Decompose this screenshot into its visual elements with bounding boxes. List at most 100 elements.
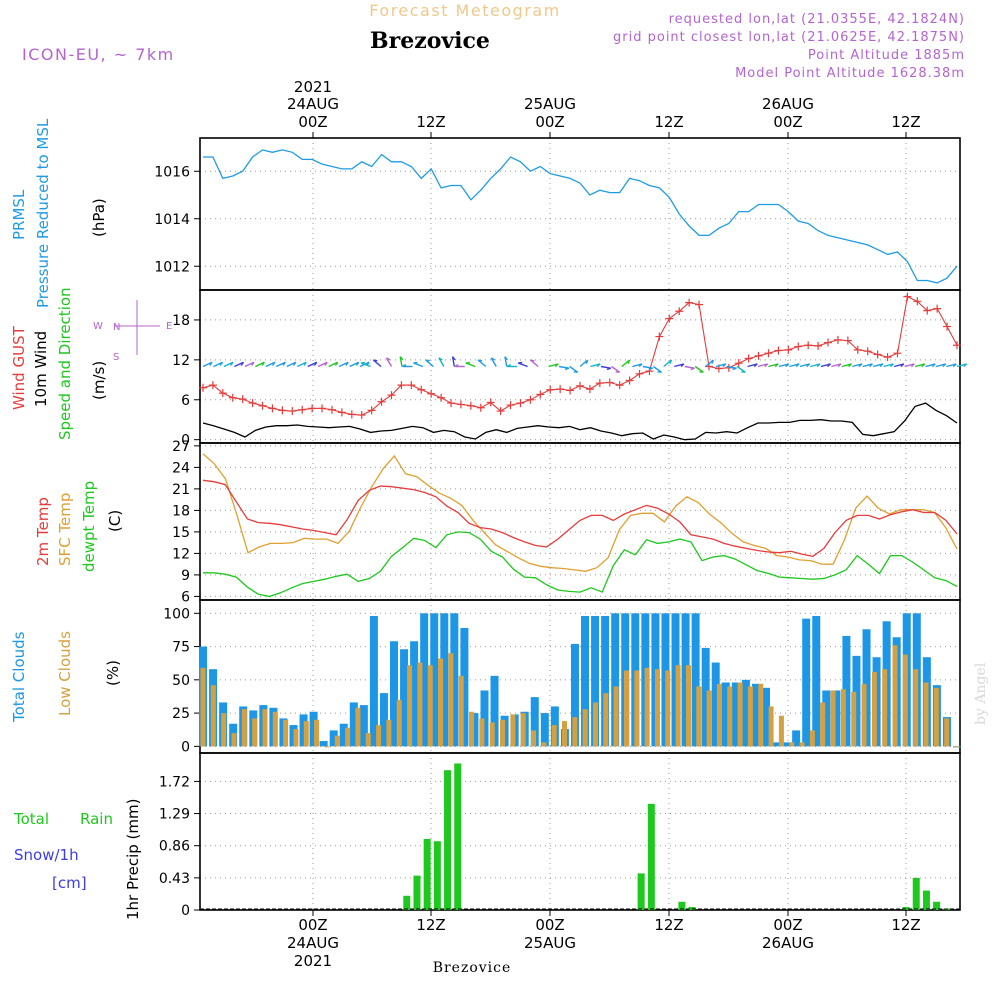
total-cloud-bar bbox=[701, 647, 710, 747]
wind-arrow bbox=[956, 363, 967, 368]
wind-arrow bbox=[600, 365, 611, 369]
wind-arrow bbox=[202, 361, 213, 368]
gust-marker bbox=[665, 314, 674, 323]
ytick-label: 0 bbox=[181, 433, 190, 449]
compass-e: E bbox=[166, 321, 172, 332]
rain-bar bbox=[444, 770, 452, 910]
low-cloud-bar bbox=[644, 667, 650, 747]
point-altitude: Point Altitude 1885m bbox=[808, 48, 965, 63]
gust-marker bbox=[754, 351, 763, 360]
ytick-label: 1016 bbox=[154, 164, 190, 180]
footer-location: Brezovice bbox=[433, 960, 512, 976]
low-cloud-bar bbox=[489, 722, 495, 747]
ytick-label: 12 bbox=[172, 546, 190, 562]
wind-arrow-head bbox=[585, 359, 589, 365]
gust-marker bbox=[556, 385, 565, 394]
wind-arrow-head bbox=[606, 367, 612, 371]
top-hour-label: 12Z bbox=[891, 113, 920, 131]
low-cloud-bar bbox=[531, 730, 537, 747]
wind-arrow bbox=[328, 361, 339, 368]
wind-arrow-head bbox=[261, 361, 265, 366]
dewpt-label: dewpt Temp bbox=[80, 481, 98, 572]
wind-speed-label: Speed and Direction bbox=[56, 287, 74, 440]
wind-arrow bbox=[399, 356, 403, 367]
total-cloud-bar bbox=[671, 613, 680, 747]
top-year-label: 2021 bbox=[294, 78, 332, 96]
wind-arrow-head bbox=[399, 356, 404, 361]
wind-arrow-head bbox=[627, 359, 631, 365]
gust-marker bbox=[744, 354, 753, 363]
wind-arrow bbox=[413, 362, 424, 368]
gust-marker bbox=[427, 389, 436, 398]
low-cloud-bar bbox=[685, 665, 691, 747]
gust-marker bbox=[685, 298, 694, 307]
wind-arrow bbox=[255, 361, 265, 368]
gust-marker bbox=[645, 367, 654, 376]
total-cloud-bar bbox=[480, 690, 489, 747]
gust-marker bbox=[298, 405, 307, 414]
top-hour-label: 00Z bbox=[535, 113, 564, 131]
wind-ylabels: Wind GUST 10m Wind Speed and Direction (… bbox=[10, 287, 172, 440]
wind-arrow-head bbox=[596, 363, 601, 368]
wind-arrow-head bbox=[477, 359, 483, 362]
total-cloud-bar bbox=[761, 687, 770, 747]
bottom-hour-label: 12Z bbox=[654, 916, 683, 934]
gust-marker bbox=[466, 401, 475, 410]
total-clouds-label: Total Clouds bbox=[10, 631, 28, 723]
low-cloud-bar bbox=[933, 687, 939, 747]
wind-arrow bbox=[477, 359, 487, 368]
total-cloud-bar bbox=[540, 713, 549, 747]
wind-arrow bbox=[694, 365, 704, 373]
gust-marker bbox=[933, 304, 942, 313]
gust-marker bbox=[437, 393, 446, 402]
wind-arrow-head bbox=[386, 357, 391, 361]
low-cloud-bar bbox=[768, 706, 774, 747]
wind-arrow-head bbox=[774, 363, 779, 368]
gust-marker bbox=[546, 385, 555, 394]
low-cloud-bar bbox=[231, 733, 237, 747]
gust-marker bbox=[873, 350, 882, 359]
gust-marker bbox=[526, 395, 535, 404]
gust-marker bbox=[199, 383, 207, 392]
wind-arrow-head bbox=[413, 361, 418, 364]
snow-unit: [cm] bbox=[52, 874, 87, 892]
low-cloud-bar bbox=[830, 690, 836, 747]
panel-4 bbox=[194, 752, 961, 911]
precip-ylabels: Total Rain Snow/1h [cm] 1hr Precip (mm) bbox=[13, 799, 142, 920]
total-cloud-bar bbox=[570, 643, 579, 747]
rain-bar bbox=[678, 901, 686, 910]
wind-arrow bbox=[425, 359, 434, 368]
wind-arrow-head bbox=[806, 363, 811, 368]
rain-bar bbox=[647, 803, 655, 910]
wind-arrow-head bbox=[425, 359, 430, 362]
wind-arrow bbox=[296, 361, 307, 368]
low-cloud-bar bbox=[592, 702, 598, 747]
gust-marker bbox=[913, 297, 922, 306]
wind-arrow-head bbox=[303, 361, 307, 366]
wind-arrow-head bbox=[690, 367, 695, 371]
wind-arrow bbox=[925, 363, 936, 368]
total-cloud-bar bbox=[490, 675, 499, 747]
low-cloud-bar bbox=[954, 746, 960, 748]
rain-bar bbox=[413, 875, 421, 910]
low-cloud-bar bbox=[262, 709, 268, 747]
prmsl-label: PRMSL bbox=[10, 189, 28, 240]
low-cloud-bar bbox=[902, 654, 908, 747]
low-cloud-bar bbox=[654, 669, 660, 747]
gust-marker bbox=[585, 385, 594, 394]
low-cloud-bar bbox=[283, 719, 289, 747]
ytick-label: 0 bbox=[181, 903, 190, 919]
low-cloud-bar bbox=[944, 718, 950, 747]
ytick-label: 24 bbox=[172, 460, 190, 476]
gust-marker bbox=[923, 306, 932, 315]
low-cloud-bar bbox=[458, 675, 464, 747]
low-cloud-bar bbox=[572, 717, 578, 747]
cloud-unit: (%) bbox=[104, 660, 122, 686]
gust-marker bbox=[228, 393, 237, 402]
wind-arrow-head bbox=[282, 361, 286, 366]
total-cloud-bar bbox=[731, 682, 740, 747]
total-cloud-bar bbox=[741, 679, 750, 747]
low-cloud-bar bbox=[778, 715, 784, 747]
total-cloud-bar bbox=[450, 613, 459, 747]
low-cloud-bar bbox=[737, 682, 743, 747]
